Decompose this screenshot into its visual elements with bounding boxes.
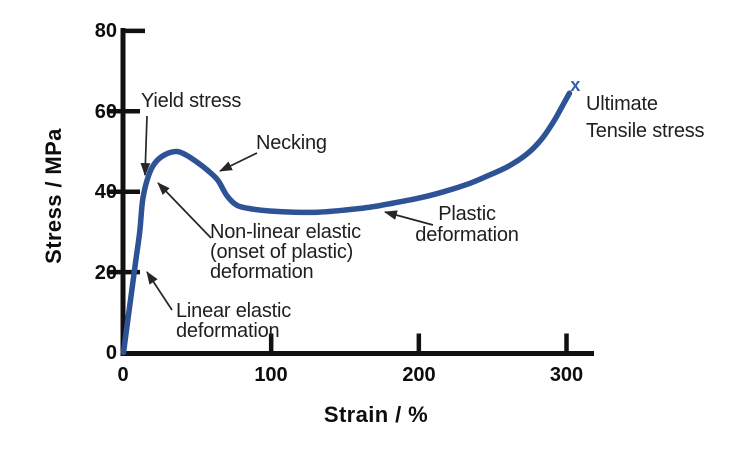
necking-arrow [219, 152, 258, 172]
x-axis-title: Strain / % [323, 402, 429, 427]
yield-stress-label: Yield stress [141, 90, 242, 112]
linear-elastic-label: Linear elastic deformation [176, 301, 291, 341]
x-tick-label-0: 0 [117, 364, 129, 386]
plastic-deformation-arrow [383, 210, 434, 226]
stress-strain-curve [120, 90, 573, 356]
y-tick-label-60: 60 [94, 100, 117, 123]
nonlinear-label: Non-linear elastic (onset of plastic) de… [210, 222, 361, 282]
y-tick-label-20: 20 [94, 261, 117, 284]
ultimate-tensile-stress-label-line2: Tensile stress [586, 120, 705, 142]
nonlinear-arrow [157, 182, 212, 239]
x-ticks [268, 333, 569, 354]
nonlinear-label-line2: (onset of plastic) [210, 241, 354, 263]
x-tick-label-100: 100 [254, 364, 288, 386]
linear-elastic-label-line1: Linear elastic [176, 300, 292, 322]
x-tick-label-200: 200 [402, 364, 436, 386]
y-tick-label-40: 40 [94, 181, 117, 203]
nonlinear-label-line1: Non-linear elastic [210, 221, 361, 243]
plastic-deformation-label: Plastic deformation [403, 204, 531, 246]
necking-label: Necking [256, 132, 327, 154]
yield-stress-arrow [140, 115, 151, 177]
nonlinear-label-line3: deformation [210, 261, 314, 283]
y-axis-title: Stress / MPa [41, 128, 66, 264]
y-ticks [108, 28, 145, 275]
plastic-deformation-label-line1: Plastic [438, 203, 496, 225]
annotation-arrows [140, 115, 434, 311]
linear-elastic-arrow [146, 271, 173, 311]
y-tick-label-80: 80 [94, 20, 117, 42]
plastic-deformation-label-line2: deformation [415, 224, 519, 246]
x-tick-label-300: 300 [549, 364, 584, 386]
y-tick-label-0: 0 [105, 342, 117, 364]
ultimate-tensile-stress-label-line1: Ultimate [586, 93, 658, 115]
uts-end-marker: x [570, 75, 581, 96]
linear-elastic-label-line2: deformation [176, 320, 280, 342]
ultimate-tensile-stress-label: Ultimate Tensile stress [586, 91, 705, 145]
